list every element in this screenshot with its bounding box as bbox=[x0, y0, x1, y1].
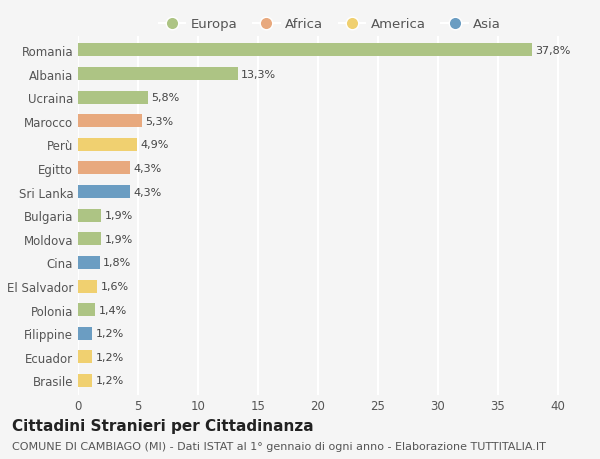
Text: 1,9%: 1,9% bbox=[104, 234, 133, 244]
Bar bbox=[78, 327, 92, 340]
Text: 4,9%: 4,9% bbox=[140, 140, 169, 150]
Text: 1,2%: 1,2% bbox=[96, 352, 124, 362]
Bar bbox=[78, 162, 130, 175]
Text: 5,3%: 5,3% bbox=[145, 117, 173, 127]
Text: 4,3%: 4,3% bbox=[133, 163, 161, 174]
Bar bbox=[78, 374, 92, 387]
Bar bbox=[78, 68, 238, 81]
Text: 1,6%: 1,6% bbox=[101, 281, 129, 291]
Text: COMUNE DI CAMBIAGO (MI) - Dati ISTAT al 1° gennaio di ogni anno - Elaborazione T: COMUNE DI CAMBIAGO (MI) - Dati ISTAT al … bbox=[12, 441, 546, 451]
Text: 1,4%: 1,4% bbox=[98, 305, 127, 315]
Text: Cittadini Stranieri per Cittadinanza: Cittadini Stranieri per Cittadinanza bbox=[12, 418, 314, 433]
Bar bbox=[78, 303, 95, 316]
Bar bbox=[78, 209, 101, 222]
Text: 5,8%: 5,8% bbox=[151, 93, 179, 103]
Bar bbox=[78, 139, 137, 151]
Text: 37,8%: 37,8% bbox=[535, 46, 571, 56]
Text: 13,3%: 13,3% bbox=[241, 69, 277, 79]
Bar bbox=[78, 351, 92, 364]
Bar bbox=[78, 186, 130, 199]
Bar bbox=[78, 45, 532, 57]
Text: 1,8%: 1,8% bbox=[103, 258, 131, 268]
Text: 1,2%: 1,2% bbox=[96, 375, 124, 386]
Bar bbox=[78, 280, 97, 293]
Text: 4,3%: 4,3% bbox=[133, 187, 161, 197]
Bar bbox=[78, 91, 148, 105]
Text: 1,9%: 1,9% bbox=[104, 211, 133, 221]
Bar bbox=[78, 115, 142, 128]
Text: 1,2%: 1,2% bbox=[96, 329, 124, 338]
Legend: Europa, Africa, America, Asia: Europa, Africa, America, Asia bbox=[154, 13, 506, 36]
Bar bbox=[78, 257, 100, 269]
Bar bbox=[78, 233, 101, 246]
